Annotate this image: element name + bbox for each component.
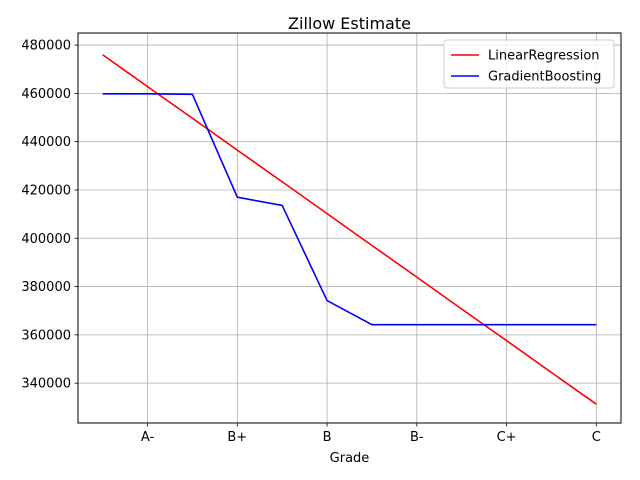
y-tick-label: 420000 (21, 183, 71, 198)
ticks: A- B+ B B- C+ C 340000 360000 380000 400000 420000… (21, 39, 600, 445)
x-tick-label: A- (141, 430, 155, 445)
grid (78, 33, 621, 423)
legend-box (443, 39, 615, 89)
legend: LinearRegression GradientBoosting (443, 39, 615, 89)
legend-label-gradientboosting: GradientBoosting (488, 70, 601, 85)
y-tick-label: 400000 (21, 232, 71, 247)
legend-label-linearregression: LinearRegression (488, 49, 600, 64)
y-tick-label: 460000 (21, 87, 71, 102)
plot-area-frame (77, 32, 622, 424)
series-line-linearregression (102, 54, 597, 405)
y-tick-label: 480000 (21, 39, 71, 54)
chart-title: Zillow Estimate (288, 14, 411, 33)
x-tick-label: C (592, 430, 601, 445)
x-tick-label: C+ (497, 430, 517, 445)
y-tick-label: 340000 (21, 377, 71, 392)
y-tick-label: 440000 (21, 135, 71, 150)
y-tick-label: 380000 (21, 280, 71, 295)
x-tick-label: B+ (227, 430, 247, 445)
series-line-gradientboosting (102, 93, 597, 326)
series-layer (102, 54, 597, 405)
x-tick-label: B- (410, 430, 424, 445)
y-tick-label: 360000 (21, 328, 71, 343)
x-axis-label: Grade (330, 451, 370, 466)
x-tick-label: B (323, 430, 332, 445)
